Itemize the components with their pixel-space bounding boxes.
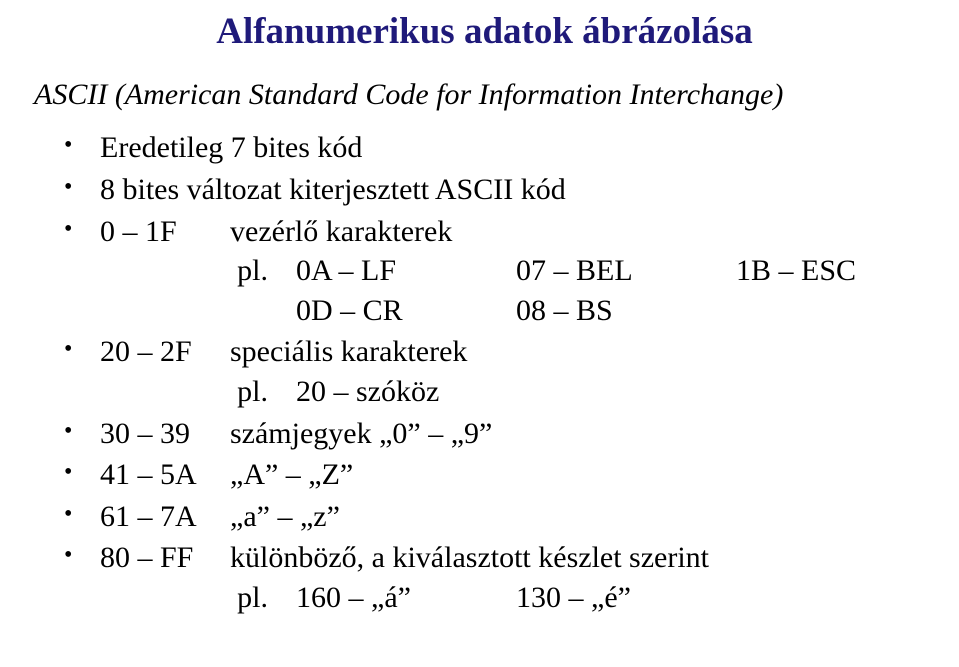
example-code: 1B – ESC — [736, 251, 935, 291]
code-range: 61 – 7A — [100, 497, 230, 537]
range-desc: vezérlő karakterek — [230, 215, 452, 248]
example-prefix: pl. — [100, 251, 296, 291]
list-item: 41 – 5A„A” – „Z” — [34, 455, 935, 495]
example-code: 07 – BEL — [516, 251, 736, 291]
example-code: 130 – „é” — [516, 578, 736, 618]
list-item: 61 – 7A„a” – „z” — [34, 497, 935, 537]
example-code: 0D – CR — [296, 291, 516, 331]
list-item: 30 – 39számjegyek „0” – „9” — [34, 414, 935, 454]
code-range: 41 – 5A — [100, 455, 230, 495]
item-text: Eredetileg 7 bites kód — [100, 131, 362, 164]
range-desc: speciális karakterek — [230, 335, 467, 368]
list-item: 8 bites változat kiterjesztett ASCII kód — [34, 170, 935, 210]
example-code: 0A – LF — [296, 251, 516, 291]
example-row: pl. 20 – szóköz — [100, 372, 935, 412]
code-range: 80 – FF — [100, 538, 230, 578]
code-range: 20 – 2F — [100, 332, 230, 372]
range-desc: számjegyek „0” – „9” — [230, 417, 492, 450]
list-item: 0 – 1Fvezérlő karakterek pl. 0A – LF 07 … — [34, 212, 935, 331]
example-code: 20 – szóköz — [296, 372, 516, 412]
example-prefix: pl. — [100, 578, 296, 618]
list-item: 80 – FFkülönböző, a kiválasztott készlet… — [34, 538, 935, 617]
list-item: Eredetileg 7 bites kód — [34, 128, 935, 168]
item-text: 8 bites változat kiterjesztett ASCII kód — [100, 173, 566, 206]
example-row: pl. 0A – LF 07 – BEL 1B – ESC — [100, 251, 935, 291]
example-prefix — [100, 291, 296, 331]
example-code: 08 – BS — [516, 291, 736, 331]
code-range: 0 – 1F — [100, 212, 230, 252]
range-desc: „a” – „z” — [230, 500, 340, 533]
range-desc: „A” – „Z” — [230, 458, 353, 491]
example-code — [736, 291, 935, 331]
bullet-list: Eredetileg 7 bites kód 8 bites változat … — [34, 128, 935, 617]
ascii-expansion: ASCII (American Standard Code for Inform… — [34, 75, 935, 115]
page-title: Alfanumerikus adatok ábrázolása — [34, 8, 935, 57]
example-prefix: pl. — [100, 372, 296, 412]
example-row: 0D – CR 08 – BS — [100, 291, 935, 331]
range-desc: különböző, a kiválasztott készlet szerin… — [230, 541, 709, 574]
list-item: 20 – 2Fspeciális karakterek pl. 20 – szó… — [34, 332, 935, 411]
example-row: pl. 160 – „á” 130 – „é” — [100, 578, 935, 618]
code-range: 30 – 39 — [100, 414, 230, 454]
example-code: 160 – „á” — [296, 578, 516, 618]
